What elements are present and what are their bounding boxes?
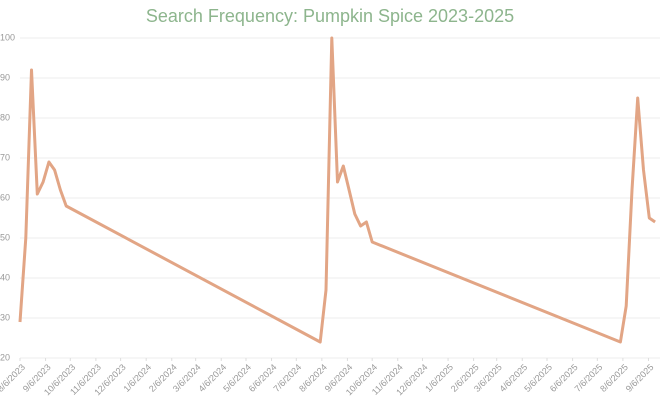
y-tick-label: 40: [0, 272, 10, 282]
y-tick-label: 60: [0, 192, 10, 202]
y-tick-label: 70: [0, 152, 10, 162]
y-tick-label: 90: [0, 72, 10, 82]
y-tick-label: 20: [0, 352, 10, 362]
line: [18, 36, 656, 344]
y-tick-label: 50: [0, 232, 10, 242]
x-tick-label: 9/6/2025: [624, 362, 656, 394]
grid: [19, 37, 660, 361]
y-tick-label: 100: [0, 32, 15, 42]
y-tick-label: 80: [0, 112, 10, 122]
y-tick-label: 30: [0, 312, 10, 322]
chart-title: Search Frequency: Pumpkin Spice 2023-202…: [146, 6, 514, 26]
plot: [18, 36, 656, 344]
